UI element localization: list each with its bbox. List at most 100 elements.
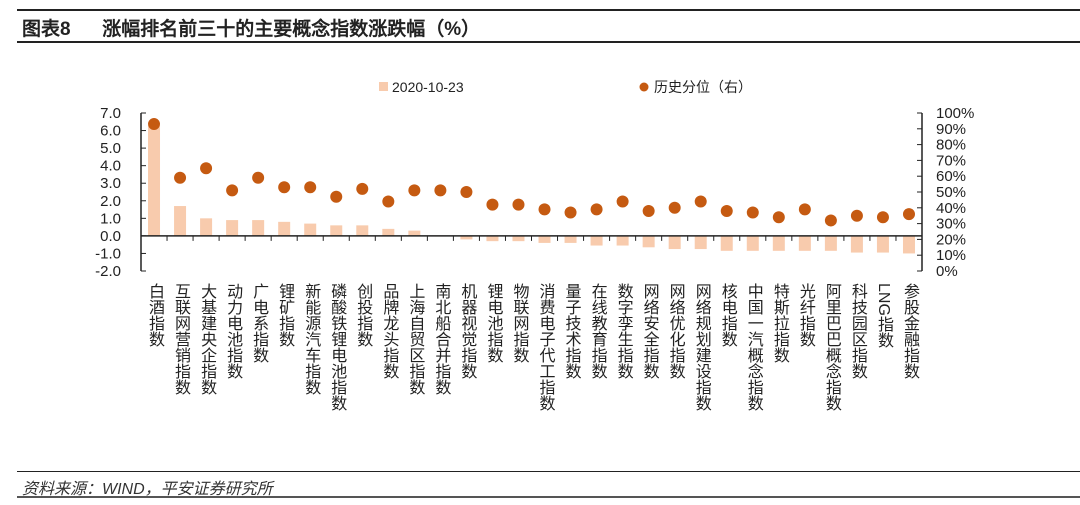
source-note: 资料来源：WIND，平安证券研究所 [22, 481, 273, 498]
y-right-tick-label: 70% [936, 152, 966, 169]
bar [408, 230, 421, 236]
y-left-tick-label: 1.0 [100, 210, 121, 227]
percentile-point [824, 214, 837, 227]
x-tick-label: 科技园区指数 [848, 283, 866, 379]
bar [512, 235, 525, 242]
percentile-point [746, 206, 759, 219]
legend-label-point: 历史分位（右） [654, 79, 752, 95]
x-tick-label: 广电系指数 [250, 283, 268, 363]
bar [642, 235, 655, 248]
bar [564, 235, 577, 243]
bar [304, 223, 317, 236]
bar [330, 225, 343, 236]
percentile-point [434, 184, 447, 197]
x-tick-label: 特斯拉指数 [770, 283, 788, 363]
y-left-tick-label: 6.0 [100, 123, 121, 140]
percentile-point [616, 195, 629, 208]
bar [694, 235, 707, 250]
x-tick-label: 物联网指数 [510, 283, 528, 363]
footer-top-rule [17, 471, 1080, 472]
percentile-point [174, 171, 187, 184]
percentile-point [720, 204, 733, 217]
y-left-tick-label: 7.0 [100, 105, 121, 122]
x-tick-label: 白酒指数 [146, 283, 164, 347]
y-left-tick-label: 2.0 [100, 193, 121, 210]
header-bottom-rule [17, 41, 1080, 43]
x-tick-label: 磷酸铁锂电池指数 [328, 283, 346, 411]
bar [200, 218, 213, 236]
legend-swatch-point [639, 82, 649, 92]
x-tick-label: 锂电池指数 [484, 283, 502, 363]
bar [824, 235, 837, 251]
percentile-point [902, 208, 915, 221]
footer-bottom-rule [17, 496, 1080, 498]
percentile-point [772, 211, 785, 224]
bar [486, 235, 499, 242]
percentile-point [850, 209, 863, 222]
header-top-rule [17, 9, 1080, 11]
percentile-point [200, 162, 213, 175]
bar [772, 235, 785, 251]
x-tick-label: 量子技术指数 [562, 283, 580, 379]
x-tick-label: 动力电池指数 [224, 283, 242, 379]
y-right-tick-label: 40% [936, 200, 966, 217]
x-tick-label: 品牌龙头指数 [380, 283, 398, 379]
y-right-tick-label: 60% [936, 168, 966, 185]
legend-label-bar: 2020-10-23 [392, 79, 464, 95]
bar [382, 228, 395, 236]
bar [798, 235, 811, 251]
bar [850, 235, 863, 253]
y-right-tick-label: 10% [936, 247, 966, 264]
x-tick-label: 机器视觉指数 [458, 283, 476, 379]
y-left-tick-label: 3.0 [100, 175, 121, 192]
x-tick-label: 大基建央企指数 [198, 283, 216, 395]
x-tick-label: 互联网营销指数 [172, 283, 190, 395]
x-tick-label: 中国一汽概念指数 [744, 283, 762, 411]
y-right-tick-label: 90% [936, 121, 966, 138]
x-tick-label: 网络优化指数 [666, 283, 684, 379]
percentile-point [356, 182, 369, 195]
percentile-point [226, 184, 239, 197]
x-tick-label: 核电指数 [718, 283, 736, 347]
x-tick-label: 参股金融指数 [900, 283, 918, 379]
percentile-point [694, 195, 707, 208]
x-tick-label: 阿里巴巴概念指数 [822, 283, 840, 411]
x-tick-label: 锂矿指数 [276, 283, 294, 347]
y-right-tick-label: 100% [936, 105, 974, 122]
bar [590, 235, 603, 246]
bar [902, 235, 915, 254]
percentile-point [564, 206, 577, 219]
y-right-tick-label: 50% [936, 184, 966, 201]
y-left-tick-label: 5.0 [100, 140, 121, 157]
y-left-tick-label: 4.0 [100, 158, 121, 175]
bar [720, 235, 733, 251]
bar [278, 221, 291, 236]
x-tick-label: 南北船合并指数 [432, 283, 450, 395]
bar [876, 235, 889, 253]
bar [226, 220, 239, 236]
y-right-tick-label: 80% [936, 137, 966, 154]
bar [356, 225, 369, 236]
percentile-point [408, 184, 421, 197]
y-right-tick-label: 30% [936, 216, 966, 233]
x-tick-label: 光纤指数 [796, 283, 814, 347]
figure-title: 图表8 涨幅排名前三十的主要概念指数涨跌幅（%） [22, 14, 480, 41]
percentile-point [798, 203, 811, 216]
y-left-tick-label: 0.0 [100, 228, 121, 245]
y-right-tick-label: 20% [936, 231, 966, 248]
bar [746, 235, 759, 251]
percentile-point [330, 190, 343, 203]
percentile-point [590, 203, 603, 216]
y-right-tick-label: 0% [936, 263, 958, 280]
x-tick-label: 消费电子代工指数 [536, 283, 554, 411]
percentile-point [876, 211, 889, 224]
legend-swatch-bar [379, 82, 388, 91]
x-tick-label: 创投指数 [354, 283, 372, 347]
percentile-point [148, 118, 161, 131]
bar [616, 235, 629, 246]
bar [148, 125, 161, 236]
percentile-point [642, 204, 655, 217]
x-tick-label: 新能源汽车指数 [302, 283, 320, 395]
x-tick-label: LNG指数 [874, 283, 892, 348]
